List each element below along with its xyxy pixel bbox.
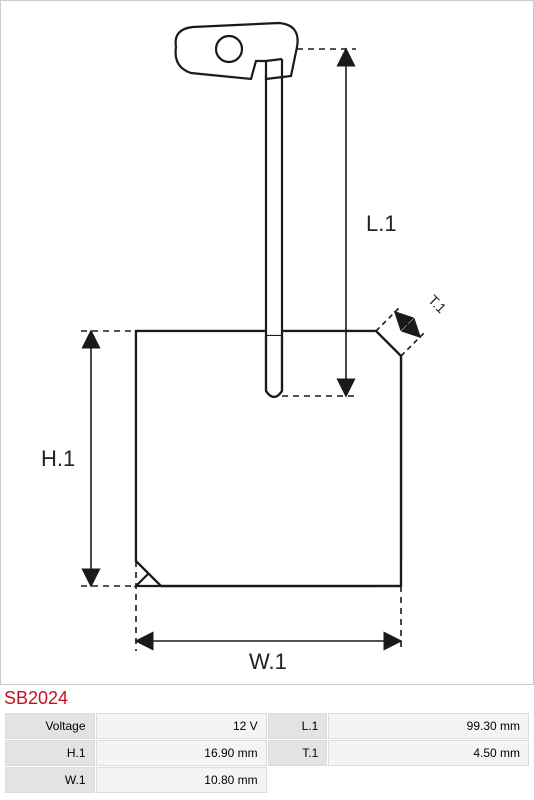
spec-value: 16.90 mm: [96, 740, 267, 766]
spec-value: 10.80 mm: [96, 767, 267, 793]
spec-label2: [268, 767, 328, 793]
table-row: H.1 16.90 mm T.1 4.50 mm: [5, 740, 529, 766]
label-h1: H.1: [41, 446, 75, 472]
drawing-svg: [1, 1, 534, 686]
terminal-lug: [176, 23, 298, 79]
spec-value2: 4.50 mm: [328, 740, 529, 766]
label-l1: L.1: [366, 211, 397, 237]
spec-label: W.1: [5, 767, 95, 793]
table-row: W.1 10.80 mm: [5, 767, 529, 793]
spec-value2: [328, 767, 529, 793]
part-code: SB2024: [4, 688, 68, 709]
label-w1: W.1: [249, 649, 287, 675]
spec-table: Voltage 12 V L.1 99.30 mm H.1 16.90 mm T…: [4, 712, 530, 794]
spec-label: H.1: [5, 740, 95, 766]
spec-label2: T.1: [268, 740, 328, 766]
spec-label: Voltage: [5, 713, 95, 739]
spec-value: 12 V: [96, 713, 267, 739]
table-row: Voltage 12 V L.1 99.30 mm: [5, 713, 529, 739]
brush-stem: [266, 76, 282, 397]
spec-label2: L.1: [268, 713, 328, 739]
technical-drawing: L.1 H.1 W.1 T.1: [0, 0, 534, 685]
spec-value2: 99.30 mm: [328, 713, 529, 739]
